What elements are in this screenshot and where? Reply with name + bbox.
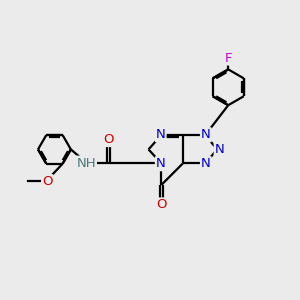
Text: N: N (156, 157, 166, 170)
Text: N: N (156, 128, 166, 141)
Text: NH: NH (76, 157, 96, 169)
Text: O: O (156, 198, 166, 212)
Text: F: F (224, 52, 232, 64)
Text: N: N (215, 143, 224, 156)
Text: O: O (42, 175, 52, 188)
Text: O: O (103, 133, 114, 146)
Text: N: N (201, 128, 211, 141)
Text: N: N (201, 157, 211, 170)
